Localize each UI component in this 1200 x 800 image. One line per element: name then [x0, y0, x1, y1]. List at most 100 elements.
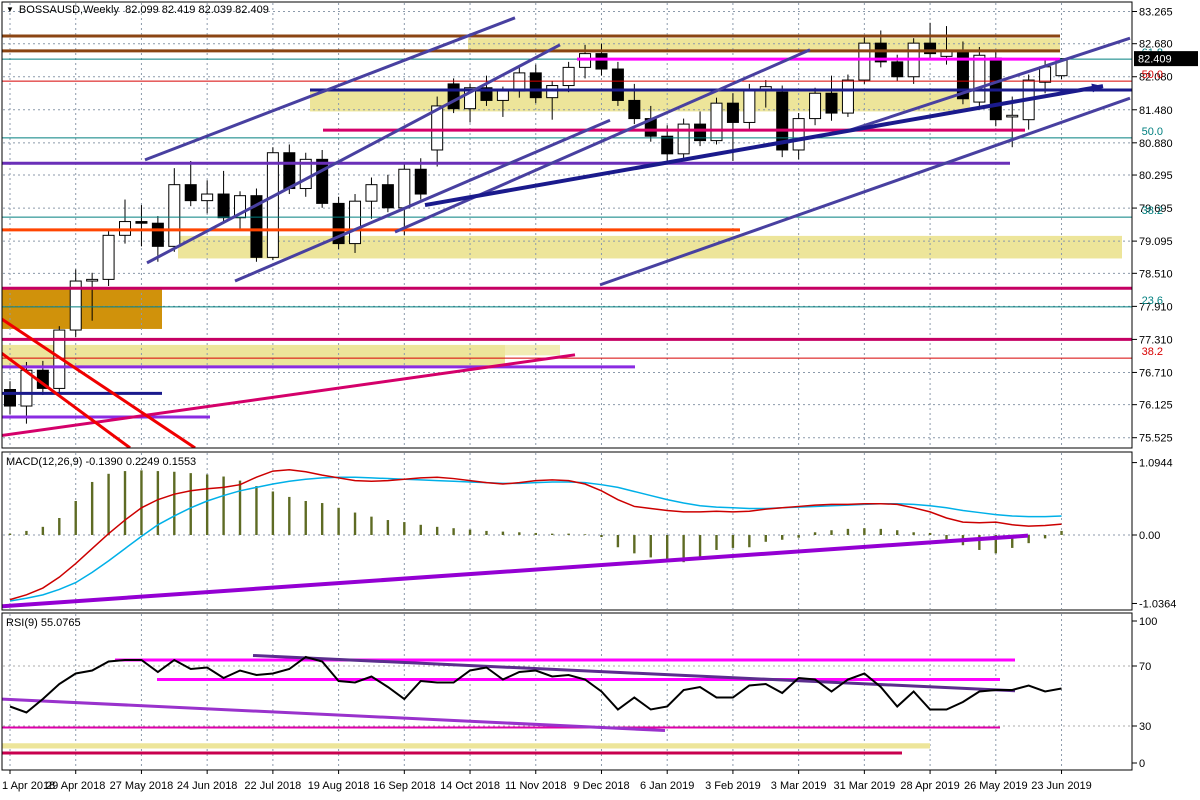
date-label: 3 Feb 2019 — [705, 780, 761, 792]
candle-bear — [480, 87, 493, 101]
rsi-descending-upper[interactable] — [252, 654, 1016, 693]
channel-steep-lower[interactable] — [146, 43, 561, 265]
price-tick-label: 80.880 — [1139, 138, 1173, 150]
collapse-icon[interactable]: ▼ — [6, 5, 14, 14]
macd-histogram — [8, 470, 1063, 563]
date-label: 14 Oct 2018 — [440, 780, 500, 792]
price-tick-label: 76.710 — [1139, 367, 1173, 379]
channel-steep-lower2[interactable] — [234, 118, 611, 283]
chart-title: ▼ BOSSAUSD,Weekly 82.099 82.419 82.039 82… — [6, 4, 269, 16]
navy-support-arrow[interactable] — [424, 84, 1104, 208]
date-label: 22 Jul 2018 — [244, 780, 301, 792]
candle-bull — [365, 184, 378, 202]
long-shallow[interactable] — [599, 96, 1131, 287]
rsi-layer — [0, 614, 1131, 769]
candle-bull — [398, 168, 411, 209]
candle-bear — [332, 202, 345, 245]
fib-label-23.6: 23.6 — [1142, 295, 1163, 307]
candle-bear — [381, 184, 394, 209]
price-tick-label: 83.265 — [1139, 6, 1173, 18]
price-tick-label: 79.695 — [1139, 203, 1173, 215]
navy-support-arrow-arrowhead — [1091, 83, 1103, 93]
price-tick-label: 77.310 — [1139, 334, 1173, 346]
macd-signal-line — [9, 468, 1062, 601]
rsi-line — [9, 655, 1062, 714]
candle-bull — [299, 158, 312, 190]
date-label: 29 Apr 2018 — [46, 780, 105, 792]
red-descending-1[interactable] — [0, 317, 196, 448]
macd-ascending-trendline[interactable] — [0, 533, 1029, 609]
candle-bull — [743, 88, 756, 123]
candle-bear — [595, 53, 608, 70]
channel-steep-upper[interactable] — [144, 16, 516, 162]
lower-zone-tail — [505, 344, 560, 356]
lower-zone — [2, 344, 505, 368]
candle-bull — [69, 280, 82, 331]
candle-bear — [694, 123, 707, 142]
date-label: 6 Jan 2019 — [640, 780, 694, 792]
candle-bear — [4, 389, 16, 407]
date-label: 24 Jun 2018 — [177, 780, 238, 792]
candle-bull — [1006, 114, 1019, 118]
red-descending-2[interactable] — [0, 352, 131, 448]
candle-bull — [809, 92, 822, 120]
candle-bear — [217, 193, 230, 219]
candle-bear — [825, 92, 838, 114]
candle-bull — [349, 200, 362, 245]
main-chart-layer — [0, 3, 1132, 448]
price-tick-label: 82.680 — [1139, 39, 1173, 51]
candle-bear — [151, 222, 164, 247]
date-label: 19 Aug 2018 — [308, 780, 370, 792]
candle-bull — [546, 85, 559, 99]
price-tick-label: 81.480 — [1139, 105, 1173, 117]
candle-bull — [677, 123, 690, 155]
candle-bull — [792, 118, 805, 151]
candle-bull — [266, 152, 279, 258]
candle-bear — [250, 195, 263, 258]
macd-tick-label: 1.0944 — [1139, 458, 1173, 470]
candle-bear — [726, 102, 739, 123]
candle-bull — [201, 193, 214, 202]
right-ascending[interactable] — [849, 36, 1131, 132]
candle-bull — [234, 195, 247, 219]
candle-bear — [184, 184, 197, 202]
macd-tick-label: 0.00 — [1139, 530, 1160, 542]
macd-pane[interactable] — [1, 451, 1133, 611]
price-tick-label: 82.080 — [1139, 72, 1173, 84]
rsi-descending-lower[interactable] — [0, 697, 666, 732]
price-tick-label: 77.910 — [1139, 301, 1173, 313]
price-axis[interactable]: 83.265 82.680 82.080 81.480 80.880 80.295 79.6… — [1132, 6, 1198, 770]
chart-title-text: BOSSAUSD,Weekly 82.099 82.419 82.039 82.… — [18, 4, 269, 16]
date-label: 16 Sep 2018 — [373, 780, 435, 792]
rsi-tick-label: 30 — [1139, 721, 1151, 733]
price-tick-label: 75.525 — [1139, 433, 1173, 445]
fib-label-50.0: 50.0 — [1142, 69, 1163, 81]
date-label: 27 May 2018 — [110, 780, 174, 792]
trendlines — [0, 16, 1131, 448]
date-label: 11 Nov 2018 — [505, 780, 567, 792]
date-label: 3 Mar 2019 — [771, 780, 827, 792]
candle-bull — [464, 87, 477, 110]
date-label: 9 Dec 2018 — [573, 780, 629, 792]
candle-bull — [562, 66, 575, 87]
candle-bear — [529, 72, 542, 99]
candle-bull — [168, 184, 181, 247]
mid-ascending[interactable] — [394, 48, 811, 234]
candle-bull — [841, 79, 854, 114]
candle-bear — [283, 152, 296, 190]
candle-bear — [611, 68, 624, 101]
date-label: 1 Apr 2018 — [2, 780, 55, 792]
price-tick-label: 80.295 — [1139, 170, 1173, 182]
candle-bull — [102, 234, 115, 280]
date-label: 31 Mar 2019 — [833, 780, 895, 792]
candle-bull — [858, 42, 871, 81]
candle-bull — [496, 90, 509, 101]
macd-label: MACD(12,26,9) -0.1390 0.2249 0.1553 — [6, 456, 197, 468]
horizontal-lines — [2, 34, 1132, 419]
rsi-label: RSI(9) 55.0765 — [6, 617, 81, 629]
rsi-tick-label: 100 — [1139, 616, 1157, 628]
rsi-tick-label: 70 — [1139, 661, 1151, 673]
